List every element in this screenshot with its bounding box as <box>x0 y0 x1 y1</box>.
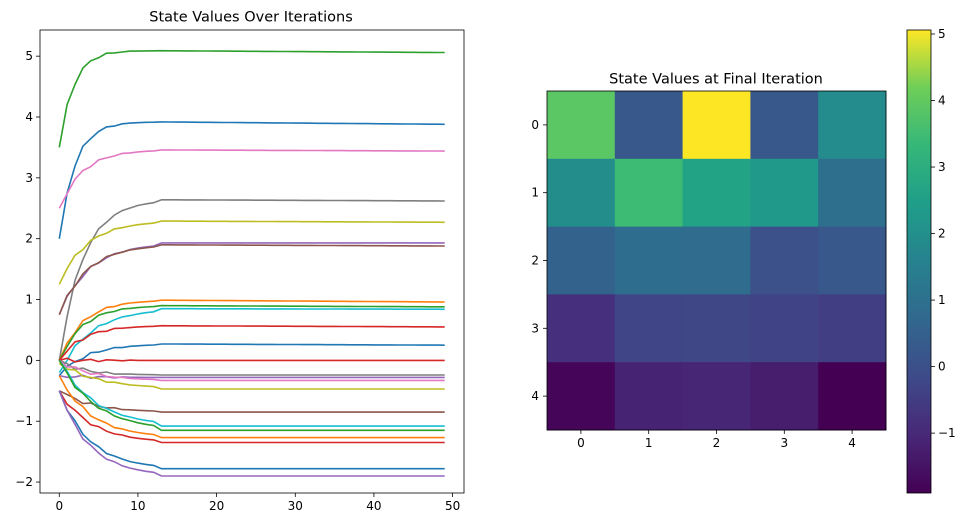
heatmap-cell <box>818 294 887 363</box>
colorbar-gradient <box>907 30 931 493</box>
heatmap-cell <box>750 226 819 295</box>
heatmap-cell <box>682 294 751 363</box>
series-line-19 <box>58 359 445 432</box>
series-line-16 <box>58 362 445 390</box>
line-chart-frame <box>39 29 465 494</box>
series-line-20 <box>58 375 445 439</box>
line-chart-y-ticks: −2 −1 0 1 2 3 4 5 <box>15 49 40 489</box>
heatmap-cell <box>818 91 887 160</box>
heatmap-x-ticks: 0 1 2 3 4 <box>577 430 856 450</box>
heatmap-cell <box>750 91 819 160</box>
y-tick-label: −2 <box>15 475 33 489</box>
heatmap-cell <box>682 91 751 160</box>
heatmap-cell <box>818 362 887 431</box>
heatmap-cell <box>547 294 616 363</box>
series-line-17 <box>58 390 445 413</box>
colorbar-frame <box>906 29 932 494</box>
colorbar-tick-label: 1 <box>938 293 946 307</box>
y-tick-label: 5 <box>25 49 33 63</box>
colorbar: −1 0 1 2 3 4 5 <box>906 27 956 494</box>
y-tick-label: 2 <box>25 232 33 246</box>
heatmap-y-tick-label: 1 <box>531 186 539 200</box>
heatmap-cell <box>818 226 887 295</box>
y-tick-label: 1 <box>25 293 33 307</box>
line-chart-title: State Values Over Iterations <box>149 10 353 26</box>
colorbar-ticks: −1 0 1 2 3 4 5 <box>931 27 956 440</box>
series-line-0 <box>58 49 445 148</box>
heatmap-x-tick-label: 4 <box>848 436 856 450</box>
heatmap-y-ticks: 0 1 2 3 4 <box>531 118 547 403</box>
heatmap-y-tick-label: 2 <box>531 254 539 268</box>
colorbar-tick-label: 3 <box>938 160 946 174</box>
heatmap-cell <box>682 362 751 431</box>
heatmap-cells <box>547 91 887 431</box>
heatmap-cell <box>750 362 819 431</box>
heatmap-cell <box>750 294 819 363</box>
heatmap-cell <box>547 91 616 160</box>
heatmap-title: State Values at Final Iteration <box>609 72 823 88</box>
heatmap-y-tick-label: 4 <box>531 389 539 403</box>
series-line-3 <box>58 199 445 361</box>
series-line-22 <box>58 390 445 470</box>
y-tick-label: −1 <box>15 414 33 428</box>
y-tick-label: 0 <box>25 353 33 367</box>
heatmap-cell <box>547 158 616 228</box>
heatmap-cell <box>614 158 684 228</box>
heatmap-x-tick-label: 0 <box>577 436 585 450</box>
heatmap-x-tick-label: 1 <box>645 436 653 450</box>
series-line-6 <box>58 244 445 315</box>
heatmap-cell <box>547 362 616 431</box>
heatmap-x-tick-label: 2 <box>713 436 721 450</box>
heatmap-cell <box>682 226 751 295</box>
line-chart-x-ticks: 0 10 20 30 40 50 <box>55 493 460 513</box>
series-line-9 <box>58 307 445 373</box>
series-line-23 <box>58 390 445 477</box>
series-line-21 <box>58 390 445 444</box>
colorbar-tick-label: 0 <box>938 360 946 374</box>
heatmap-cell <box>750 158 819 228</box>
heatmap-y-tick-label: 3 <box>531 321 539 335</box>
x-tick-label: 30 <box>288 499 303 513</box>
heatmap-y-tick-label: 0 <box>531 118 539 132</box>
series-line-4 <box>58 220 445 285</box>
colorbar-tick-label: −1 <box>938 426 956 440</box>
line-chart: State Values Over Iterations 0 10 20 30 40 50… <box>15 10 465 513</box>
colorbar-tick-label: 2 <box>938 227 946 241</box>
heatmap-cell <box>614 362 684 431</box>
series-line-18 <box>58 359 445 427</box>
y-tick-label: 4 <box>25 110 33 124</box>
heatmap-chart: State Values at Final Iteration 0 1 2 3 4 0 1… <box>531 72 887 450</box>
x-tick-label: 50 <box>445 499 460 513</box>
series-line-13 <box>58 359 445 376</box>
heatmap-cell <box>547 226 616 295</box>
series-line-1 <box>58 121 445 239</box>
heatmap-cell <box>614 294 684 363</box>
series-line-2 <box>58 149 445 209</box>
series-line-8 <box>58 304 445 361</box>
series-line-7 <box>58 299 445 361</box>
colorbar-tick-label: 4 <box>938 94 946 108</box>
heatmap-cell <box>614 226 684 295</box>
x-tick-label: 40 <box>366 499 381 513</box>
x-tick-label: 20 <box>209 499 224 513</box>
series-line-12 <box>59 357 445 363</box>
series-line-10 <box>58 324 445 361</box>
heatmap-cell <box>818 158 887 228</box>
series-line-11 <box>58 343 445 377</box>
x-tick-label: 10 <box>130 499 145 513</box>
heatmap-x-tick-label: 3 <box>780 436 788 450</box>
heatmap-cell <box>614 91 684 160</box>
line-series-group <box>58 49 445 477</box>
y-tick-label: 3 <box>25 171 33 185</box>
colorbar-tick-label: 5 <box>938 27 946 41</box>
x-tick-label: 0 <box>55 499 63 513</box>
series-line-15 <box>58 359 445 382</box>
heatmap-cell <box>682 158 751 228</box>
